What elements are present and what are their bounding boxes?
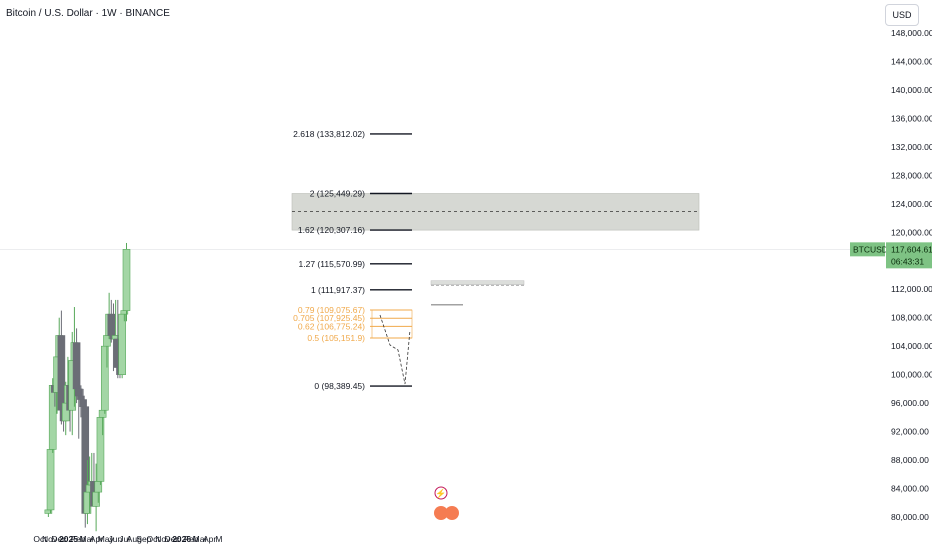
y-axis-tick-label: 80,000.00 [891, 512, 929, 522]
lightning-icon: ⚡ [435, 488, 446, 500]
countdown-label: 06:43:31 [891, 256, 924, 266]
candle-body [122, 249, 131, 311]
fib-level-label: 0 (98,389.45) [314, 381, 365, 391]
y-axis-tick-label: 92,000.00 [891, 427, 929, 437]
y-axis-tick-label: 136,000.00 [891, 113, 932, 123]
y-axis-tick-label: 148,000.00 [891, 28, 932, 38]
fib-level-label: 2.618 (133,812.02) [293, 129, 365, 139]
current-price-label: 117,604.61 [891, 244, 932, 254]
fib-level-label: 2 (125,449.29) [310, 189, 365, 199]
y-axis-tick-label: 108,000.00 [891, 313, 932, 323]
y-axis-tick-label: 84,000.00 [891, 484, 929, 494]
x-axis-tick-label: Oct [147, 534, 161, 544]
symbol-label: BTCUSD [853, 244, 888, 254]
x-axis-tick-label: 2025 [59, 534, 78, 544]
candle-body [46, 449, 55, 511]
x-axis-tick-label: Nov [155, 534, 171, 544]
x-axis-tick-label: Dec [51, 534, 67, 544]
y-axis-tick-label: 104,000.00 [891, 341, 932, 351]
x-axis-tick-label: 2026 [172, 534, 191, 544]
x-axis-tick-label: Nov [42, 534, 58, 544]
fib-level-label: 0.5 (105,151.9) [307, 333, 365, 343]
x-axis-tick-label: Apr [90, 534, 103, 544]
y-axis-tick-label: 124,000.00 [891, 199, 932, 209]
y-axis-tick-label: 96,000.00 [891, 398, 929, 408]
fib-level-label: 1.27 (115,570.99) [299, 259, 366, 269]
x-axis-tick-label: Dec [164, 534, 180, 544]
chart-title: Bitcoin / U.S. Dollar · 1W · BINANCE [6, 8, 170, 19]
x-axis-tick-label: May [98, 534, 115, 544]
x-axis-tick-label: Jul [119, 534, 130, 544]
y-axis-tick-label: 112,000.00 [891, 284, 932, 294]
y-axis-tick-label: 120,000.00 [891, 227, 932, 237]
x-axis-tick-label: Aug [127, 534, 142, 544]
marker-box [430, 280, 525, 285]
price-badge [886, 242, 932, 269]
x-axis-tick-label: Feb [71, 534, 86, 544]
y-axis-tick-label: 128,000.00 [891, 170, 932, 180]
event-icon [434, 486, 448, 500]
earnings-icon [445, 506, 459, 520]
y-axis-tick-label: 144,000.00 [891, 56, 932, 66]
x-axis-tick-label: M [215, 534, 222, 544]
fib-golden-pocket [371, 309, 413, 339]
x-axis-tick-label: Oct [33, 534, 47, 544]
fib-level-label: 1.62 (120,307.16) [298, 225, 365, 235]
fib-level-label: 0.79 (109,075.67) [298, 305, 365, 315]
x-axis-tick-label: Mar [79, 534, 94, 544]
fib-level-label: 0.62 (106,775.24) [298, 321, 365, 331]
symbol-badge [850, 242, 885, 257]
y-axis-tick-label: 100,000.00 [891, 370, 932, 380]
x-axis-tick-label: Apr [203, 534, 216, 544]
earnings-icon [434, 506, 448, 520]
fib-level-label: 0.705 (107,925.45) [293, 313, 365, 323]
y-axis-tick-label: 140,000.00 [891, 85, 932, 95]
candle-body [118, 313, 126, 375]
y-axis-tick-label: 132,000.00 [891, 142, 932, 152]
y-axis-tick-label: 88,000.00 [891, 455, 929, 465]
x-axis-tick-label: Jun [108, 534, 122, 544]
x-axis-tick-label: Feb [184, 534, 199, 544]
currency-button[interactable]: USD [885, 4, 919, 26]
x-axis-tick-label: Mar [193, 534, 208, 544]
projection-path [379, 314, 411, 385]
x-axis-tick-label: Sep [136, 534, 151, 544]
fib-level-label: 1 (111,917.37) [311, 285, 365, 295]
